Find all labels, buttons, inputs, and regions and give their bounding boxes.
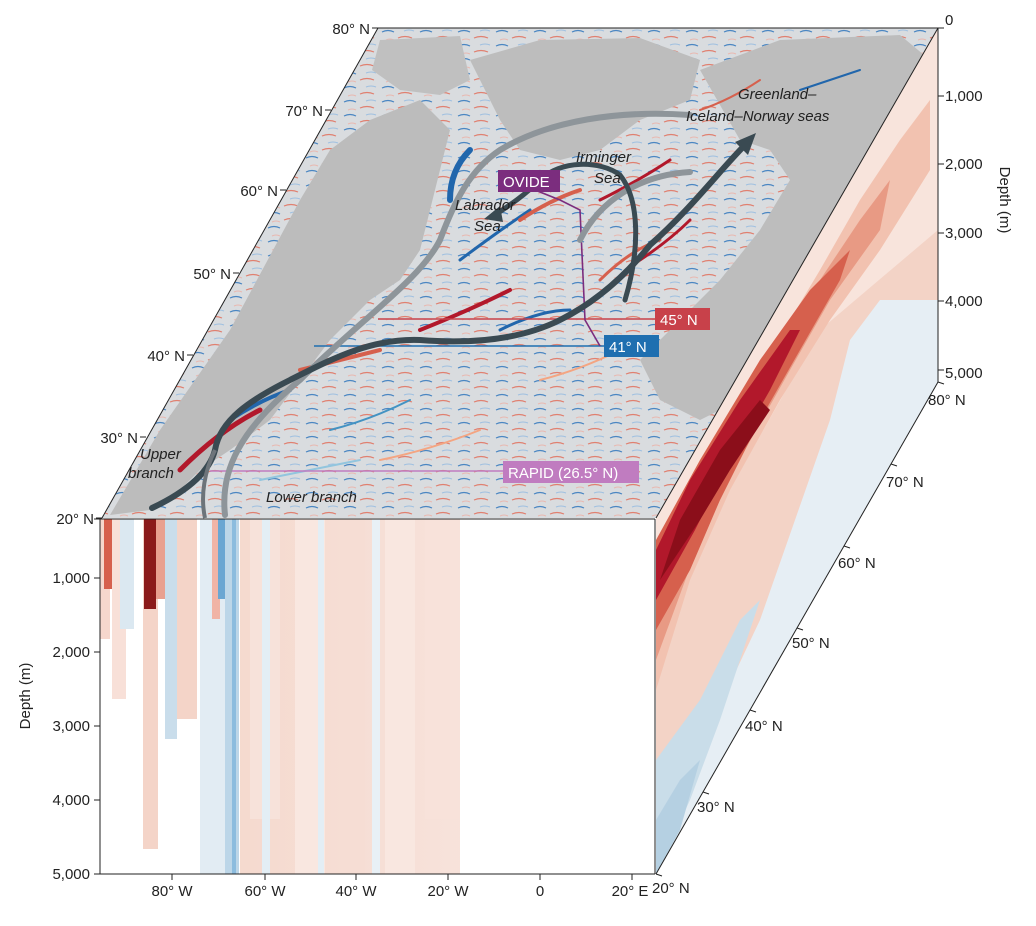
ovide-label-text: OVIDE (503, 174, 550, 191)
map-ocean-surface (102, 28, 938, 518)
front-lon-tick-0: 0 (536, 883, 544, 900)
right-lat-tick-30n: 30° N (697, 799, 735, 816)
top-lat-tick-60n: 60° N (240, 183, 278, 200)
right-depth-title: Depth (m) (996, 167, 1013, 234)
top-lat-tick-70n: 70° N (285, 103, 323, 120)
right-depth-axis: 0 1,000 2,000 3,000 4,000 5,000 Depth (m… (938, 12, 1013, 382)
right-depth-tick-0: 0 (945, 12, 953, 29)
right-lat-tick-70n: 70° N (886, 474, 924, 491)
front-lon-tick-40w: 40° W (335, 883, 377, 900)
lat41-label-text: 41° N (609, 339, 647, 356)
right-section-face: 0 1,000 2,000 3,000 4,000 5,000 Depth (m… (652, 12, 1013, 897)
front-lon-tick-60w: 60° W (244, 883, 286, 900)
right-depth-tick-3000: 3,000 (945, 225, 983, 242)
ovide-label: OVIDE (498, 170, 560, 192)
front-depth-tick-5000: 5,000 (52, 866, 90, 883)
land-europe (640, 35, 930, 420)
circulation-arrow-light-west (221, 110, 693, 518)
right-lat-axis: 80° N 70° N 60° N 50° N 40° N 30° N 20° … (652, 381, 966, 897)
front-lon-axis: 80° W 60° W 40° W 20° W 0 20° E (151, 874, 648, 900)
rapid-label-text: RAPID (26.5° N) (508, 465, 618, 482)
label-upper-branch-line2: branch (128, 465, 174, 482)
label-labrador-line1: Labrador (455, 197, 516, 214)
label-upper-branch-line1: Upper (140, 446, 182, 463)
circulation-arrowhead-dark (735, 133, 756, 155)
front-depth-axis: 1,000 2,000 3,000 4,000 5,000 Depth (m) (17, 518, 100, 883)
front-depth-tick-2000: 2,000 (52, 644, 90, 661)
right-lat-tick-40n: 40° N (745, 718, 783, 735)
right-depth-tick-5000: 5,000 (945, 365, 983, 382)
top-lat-tick-50n: 50° N (193, 266, 231, 283)
right-depth-tick-4000: 4,000 (945, 293, 983, 310)
circulation-arrowhead-labrador (484, 206, 503, 222)
front-lon-tick-20e: 20° E (612, 883, 649, 900)
lat45-label: 45° N (655, 308, 710, 330)
front-section-face: 1,000 2,000 3,000 4,000 5,000 Depth (m) … (17, 518, 656, 900)
top-lat-tick-30n: 30° N (100, 430, 138, 447)
front-depth-tick-1000: 1,000 (52, 570, 90, 587)
rapid-label: RAPID (26.5° N) (503, 461, 639, 483)
top-lat-tick-40n: 40° N (147, 348, 185, 365)
front-depth-tick-3000: 3,000 (52, 718, 90, 735)
right-lat-tick-60n: 60° N (838, 555, 876, 572)
right-depth-tick-1000: 1,000 (945, 88, 983, 105)
land-canada-arctic (372, 36, 470, 95)
label-gin-seas-line1: Greenland– (738, 86, 817, 103)
top-lat-tick-80n: 80° N (332, 21, 370, 38)
top-lat-tick-20n: 20° N (56, 511, 94, 528)
front-depth-tick-4000: 4,000 (52, 792, 90, 809)
front-lon-tick-20w: 20° W (427, 883, 469, 900)
label-lower-branch: Lower branch (266, 489, 357, 506)
lat45-label-text: 45° N (660, 312, 698, 329)
land-north-america (110, 100, 450, 515)
right-lat-tick-80n: 80° N (928, 392, 966, 409)
label-irminger-line1: Irminger (576, 149, 632, 166)
top-map-face: Greenland– Iceland–Norway seas Irminger … (102, 28, 938, 519)
eddy-streaks (177, 69, 861, 481)
land-greenland (470, 38, 700, 160)
top-face-edges (101, 27, 938, 519)
circulation-arrow-dark (149, 142, 748, 511)
label-gin-seas-line2: Iceland–Norway seas (686, 108, 830, 125)
label-labrador-line2: Sea (474, 218, 501, 235)
front-lon-tick-80w: 80° W (151, 883, 193, 900)
right-lat-tick-20n: 20° N (652, 880, 690, 897)
right-lat-tick-50n: 50° N (792, 635, 830, 652)
front-depth-title: Depth (m) (17, 663, 34, 730)
lat41-label: 41° N (604, 335, 659, 357)
top-lat-axis: 80° N 70° N 60° N 50° N 40° N 30° N 20° … (56, 21, 378, 528)
label-irminger-line2: Sea (594, 170, 621, 187)
right-depth-tick-2000: 2,000 (945, 156, 983, 173)
circulation-arrow-deep (201, 449, 217, 519)
circulation-arrow-dark-loop (492, 161, 639, 303)
circulation-arrow-light-irminger (577, 169, 693, 243)
